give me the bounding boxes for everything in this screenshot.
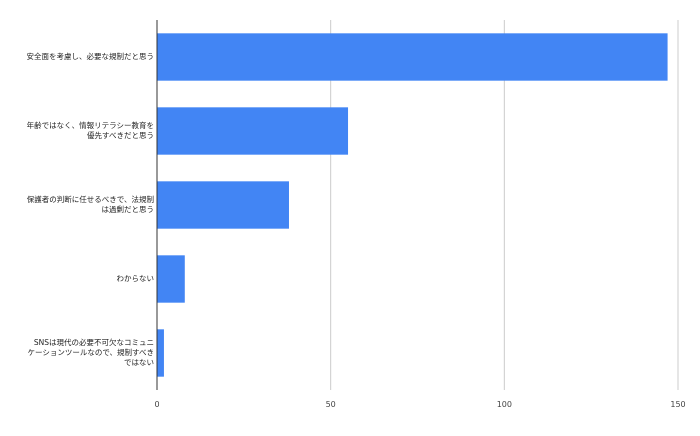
y-category-label: 保護者の判断に任せるべきで、法規制 は過剰だと思う xyxy=(26,195,154,214)
y-category-label: 安全面を考慮し、必要な規制だと思う xyxy=(26,52,155,61)
bar xyxy=(157,329,164,377)
x-tick-label: 50 xyxy=(326,400,336,409)
y-category-label: 年齢ではなく、情報リテラシー教育を 優先すべきだと思う xyxy=(26,121,154,140)
bar xyxy=(157,181,289,229)
bar xyxy=(157,107,349,155)
x-tick-label: 0 xyxy=(154,400,159,409)
x-tick-label: 100 xyxy=(497,400,512,409)
bar xyxy=(157,33,668,81)
y-category-label: SNSは現代の必要不可欠なコミュニ ケーションツールなので、規制すべき ではない xyxy=(27,338,154,367)
y-category-label: わからない xyxy=(116,274,155,283)
bar xyxy=(157,255,185,303)
x-tick-label: 150 xyxy=(670,400,685,409)
